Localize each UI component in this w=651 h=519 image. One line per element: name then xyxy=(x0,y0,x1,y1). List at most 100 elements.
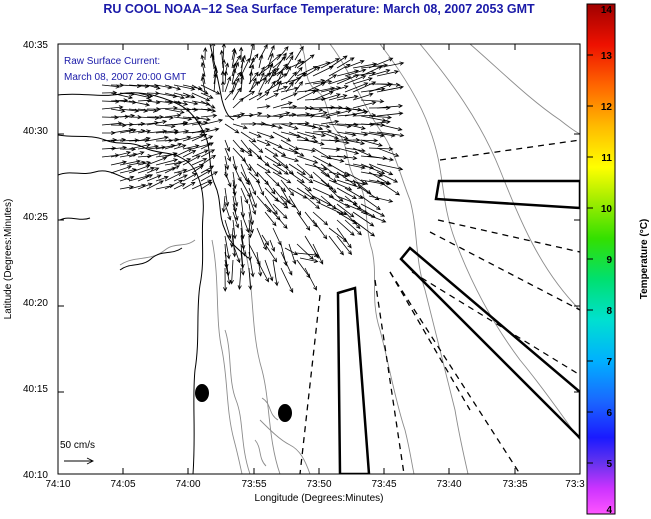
scale-arrow xyxy=(64,457,95,465)
current-vector xyxy=(360,131,385,138)
colorbar-tick-label: 4 xyxy=(606,505,612,516)
current-vector xyxy=(240,131,257,143)
current-vector xyxy=(232,243,241,264)
colorbar-tick-label: 9 xyxy=(606,255,612,266)
current-vector xyxy=(173,129,190,134)
current-vector xyxy=(221,44,226,61)
current-vector xyxy=(224,114,242,119)
current-vector xyxy=(240,54,246,69)
current-vector xyxy=(285,81,294,93)
dump-zone xyxy=(434,179,580,210)
current-vector xyxy=(261,234,270,246)
current-vector xyxy=(164,179,184,190)
x-tick-label: 73:45 xyxy=(371,479,396,490)
current-vector xyxy=(248,111,263,117)
current-vector xyxy=(173,174,188,182)
current-vector xyxy=(336,219,355,236)
current-vector xyxy=(191,84,209,95)
current-vector xyxy=(200,149,216,158)
current-vector xyxy=(232,54,241,69)
current-vector xyxy=(219,49,224,69)
map-title: RU COOL NOAA−12 Sea Surface Temperature:… xyxy=(103,2,535,16)
current-vector xyxy=(146,167,160,174)
current-vector xyxy=(224,76,232,93)
current-vector xyxy=(288,60,305,69)
current-vector xyxy=(200,135,214,142)
current-vector xyxy=(336,203,355,218)
current-vector xyxy=(173,121,189,126)
current-vector xyxy=(360,139,383,147)
current-vector xyxy=(344,163,366,170)
current-vector xyxy=(191,127,211,134)
current-vector xyxy=(101,115,120,120)
current-vector xyxy=(101,99,120,104)
current-vector xyxy=(276,80,282,93)
current-vector xyxy=(272,101,293,109)
current-vector xyxy=(155,158,179,166)
current-vector xyxy=(264,114,284,119)
current-vector xyxy=(344,147,366,153)
current-vector xyxy=(256,259,269,283)
current-vector xyxy=(267,44,275,61)
current-vector xyxy=(368,195,394,203)
current-vector xyxy=(164,165,180,174)
current-vector xyxy=(128,151,145,158)
current-vector xyxy=(101,121,123,126)
current-vector xyxy=(360,195,381,211)
current-vector xyxy=(248,163,259,178)
current-vector xyxy=(267,62,274,77)
x-tick-label: 73:35 xyxy=(502,479,527,490)
current-vector xyxy=(182,150,197,158)
current-vector xyxy=(352,92,374,101)
y-tick-label: 40:25 xyxy=(23,212,48,223)
current-vector xyxy=(264,139,283,148)
current-vector xyxy=(119,159,141,166)
current-vector xyxy=(296,147,316,153)
current-vector xyxy=(213,73,218,93)
buoy-marker xyxy=(195,384,209,402)
y-tick-label: 40:30 xyxy=(23,126,48,137)
colorbar-tick-label: 12 xyxy=(601,102,613,113)
current-vector xyxy=(232,179,237,197)
current-vector xyxy=(376,61,405,69)
current-vector xyxy=(294,66,303,77)
current-vector xyxy=(264,155,282,167)
current-vector xyxy=(304,163,328,171)
legend-current-title: Raw Surface Current: xyxy=(64,56,160,67)
current-vector xyxy=(288,163,306,176)
current-vector xyxy=(280,195,297,208)
current-vector xyxy=(272,211,288,230)
current-vector xyxy=(137,144,159,150)
current-vector xyxy=(232,211,240,229)
current-vector xyxy=(376,179,401,196)
current-vector xyxy=(264,93,279,101)
current-vector xyxy=(224,203,232,221)
current-vector xyxy=(232,123,248,130)
current-vector xyxy=(320,138,340,143)
current-vector xyxy=(119,128,137,134)
current-vector xyxy=(173,100,189,106)
current-vector xyxy=(146,151,163,158)
current-vector xyxy=(210,52,215,69)
current-vector xyxy=(360,211,387,223)
colorbar-tick-label: 13 xyxy=(601,51,613,62)
current-vector xyxy=(284,247,299,256)
current-vector xyxy=(368,57,394,69)
x-tick-label: 74:05 xyxy=(110,479,135,490)
current-vector xyxy=(137,129,152,134)
current-vector xyxy=(276,70,283,85)
current-vector xyxy=(312,243,324,265)
colorbar-ticks: 14 13 12 11 10 9 8 7 6 5 4 xyxy=(587,3,613,516)
current-vector xyxy=(200,61,206,77)
dump-zones xyxy=(336,179,580,474)
current-vector xyxy=(264,68,280,77)
current-vector xyxy=(137,160,152,166)
current-vector xyxy=(223,267,228,292)
current-vector xyxy=(240,211,250,234)
current-vector xyxy=(304,78,326,85)
current-vector xyxy=(182,155,201,166)
current-vector xyxy=(304,267,317,291)
current-vector xyxy=(376,85,405,93)
current-vector xyxy=(155,184,175,190)
current-vector xyxy=(173,168,188,174)
